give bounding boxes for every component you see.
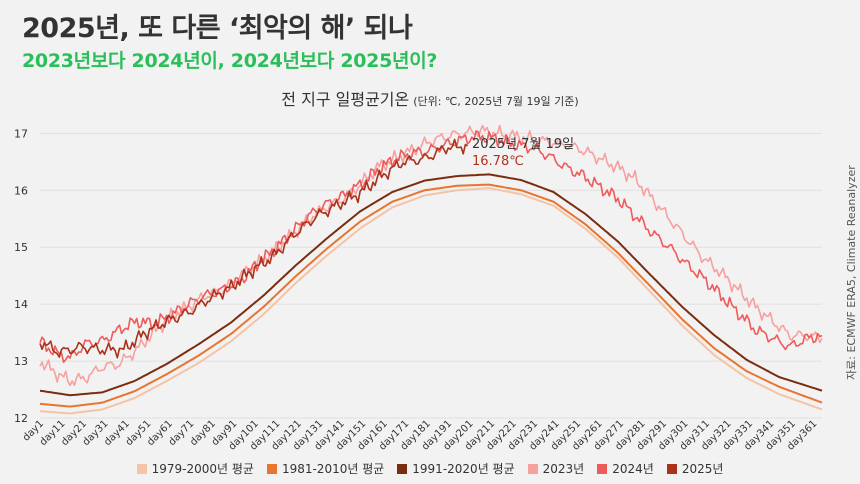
y-tick-label: 17 (14, 127, 28, 140)
gridlines (40, 132, 822, 419)
chart-title-main: 전 지구 일평균기온 (281, 90, 410, 109)
legend-label: 1981-2010년 평균 (281, 462, 385, 476)
legend-label: 1991-2020년 평균 (412, 462, 515, 476)
y-axis-ticks: 12 13 14 15 16 17 (14, 127, 28, 425)
series-line (39, 187, 823, 415)
legend-swatch (666, 463, 677, 474)
legend-swatch (597, 463, 608, 474)
legend-item: 1979-2000년 평균 (136, 460, 254, 477)
series-line (39, 130, 823, 363)
legend: 1979-2000년 평균 1981-2010년 평균 1991-2020년 평균 2… (0, 460, 860, 477)
series-line (39, 138, 468, 359)
source-note: 자료: ECMWF ERA5, Climate Reanalyzer (845, 165, 858, 380)
legend-item: 1981-2010년 평균 (266, 460, 385, 477)
x-axis-ticks: day1day11day21day31day41day51day61day71d… (21, 418, 820, 452)
series-line (39, 124, 823, 387)
annotation: 2025년 7월 19일 16.78℃ (472, 137, 574, 169)
legend-item: 2024년 (597, 460, 654, 477)
subheadline: 2023년보다 2024년이, 2024년보다 2025년이? (22, 50, 438, 72)
legend-label: 2023년 (542, 462, 585, 476)
legend-label: 1979-2000년 평균 (151, 462, 254, 476)
legend-label: 2024년 (612, 462, 654, 476)
annotation-date: 2025년 7월 19일 (472, 137, 574, 152)
legend-item: 2023년 (527, 460, 585, 477)
y-tick-label: 12 (14, 412, 28, 425)
legend-item: 2025년 (666, 460, 724, 477)
series-line (39, 173, 823, 397)
y-tick-label: 15 (14, 241, 28, 254)
legend-item: 1991-2020년 평균 (397, 460, 515, 477)
chart-title-unit: (단위: ℃, 2025년 7월 19일 기준) (413, 95, 579, 108)
legend-swatch (527, 463, 538, 474)
headline: 2025년, 또 다른 ‘최악의 해’ 되나 (22, 13, 413, 44)
y-tick-label: 16 (14, 184, 28, 197)
legend-swatch (397, 463, 408, 474)
series-line (39, 183, 823, 408)
y-tick-label: 14 (14, 298, 28, 311)
legend-swatch (136, 463, 147, 474)
series-lines (39, 124, 823, 415)
y-tick-label: 13 (14, 355, 28, 368)
legend-label: 2025년 (681, 462, 724, 476)
chart-title: 전 지구 일평균기온 (단위: ℃, 2025년 7월 19일 기준) (0, 86, 860, 110)
legend-swatch (266, 463, 277, 474)
annotation-value: 16.78℃ (472, 154, 524, 169)
